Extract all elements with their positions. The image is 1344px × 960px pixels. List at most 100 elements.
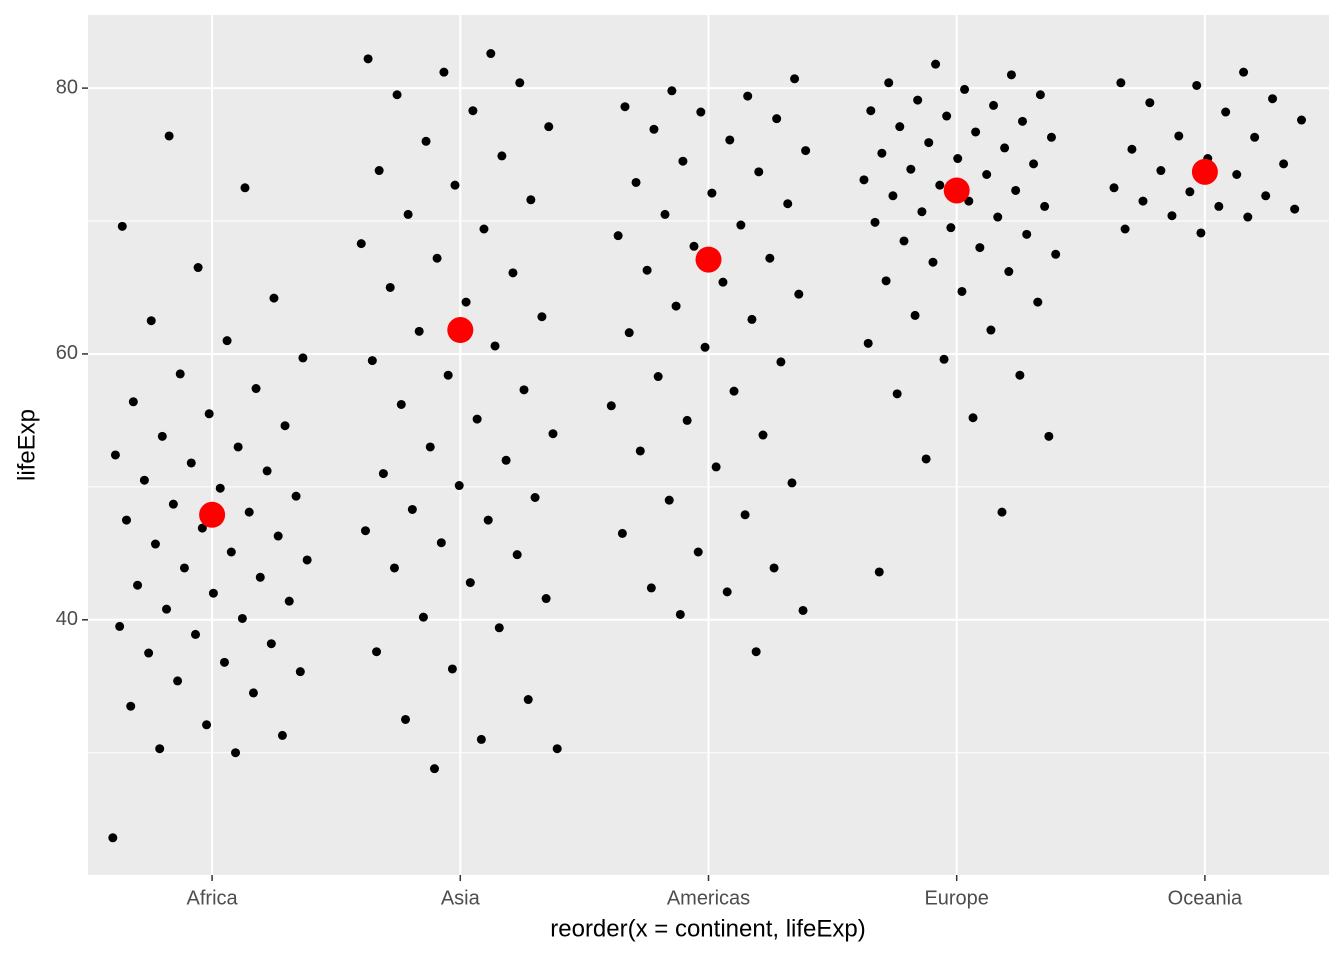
point	[133, 580, 143, 590]
point	[635, 446, 645, 456]
point	[237, 613, 247, 623]
point	[1116, 78, 1126, 88]
point	[479, 224, 489, 234]
point	[244, 507, 254, 517]
point	[1000, 143, 1010, 153]
point	[146, 316, 156, 326]
point	[1167, 211, 1177, 221]
point	[942, 111, 952, 121]
point	[155, 744, 165, 754]
point	[173, 676, 183, 686]
point	[150, 539, 160, 549]
point	[429, 764, 439, 774]
point	[284, 596, 294, 606]
y-axis-title: lifeExp	[13, 409, 40, 481]
point	[273, 531, 283, 541]
point	[208, 588, 218, 598]
point	[222, 336, 232, 346]
point	[115, 621, 125, 631]
point	[266, 639, 276, 649]
point	[414, 326, 424, 336]
point	[175, 369, 185, 379]
point	[798, 605, 808, 615]
point	[110, 450, 120, 460]
point	[483, 515, 493, 525]
point	[240, 183, 250, 193]
point	[946, 223, 956, 233]
mean-point	[447, 317, 474, 344]
point	[197, 523, 207, 533]
point	[378, 469, 388, 479]
x-tick-label: Europe	[924, 887, 989, 909]
point	[1290, 204, 1300, 214]
point	[121, 515, 131, 525]
point	[1006, 70, 1016, 80]
point	[892, 389, 902, 399]
point	[164, 131, 174, 141]
point	[363, 54, 373, 64]
point	[552, 744, 562, 754]
point	[1243, 212, 1253, 222]
point	[389, 563, 399, 573]
point	[231, 748, 241, 758]
point	[1127, 144, 1137, 154]
point	[226, 547, 236, 557]
x-tick-label: Africa	[187, 887, 239, 909]
point	[740, 510, 750, 520]
point	[660, 209, 670, 219]
point	[924, 138, 934, 148]
point	[1297, 115, 1307, 125]
point	[1040, 201, 1050, 211]
point	[501, 455, 511, 465]
point	[953, 154, 963, 164]
point	[508, 268, 518, 278]
point	[667, 86, 677, 96]
point	[425, 442, 435, 452]
point	[436, 538, 446, 548]
point	[776, 357, 786, 367]
point	[910, 310, 920, 320]
point	[931, 59, 941, 69]
point	[1051, 249, 1061, 259]
point	[490, 341, 500, 351]
point	[537, 312, 547, 322]
point	[787, 478, 797, 488]
point	[794, 289, 804, 299]
point	[997, 507, 1007, 517]
point	[617, 528, 627, 538]
point	[1261, 191, 1271, 201]
point	[693, 547, 703, 557]
point	[754, 167, 764, 177]
point	[671, 301, 681, 311]
point	[921, 454, 931, 464]
point	[606, 401, 616, 411]
point	[783, 199, 793, 209]
point	[356, 239, 366, 249]
point	[646, 583, 656, 593]
x-tick-label: Asia	[441, 887, 481, 909]
point	[790, 74, 800, 84]
point	[620, 102, 630, 112]
point	[1156, 166, 1166, 176]
point	[696, 107, 706, 117]
point	[432, 253, 442, 263]
point	[765, 253, 775, 263]
point	[1015, 370, 1025, 380]
point	[1017, 116, 1027, 126]
point	[157, 431, 167, 441]
point	[291, 491, 301, 501]
point	[421, 136, 431, 146]
point	[743, 91, 753, 101]
point	[968, 413, 978, 423]
point	[736, 220, 746, 230]
point	[392, 90, 402, 100]
point	[202, 720, 212, 730]
x-tick-label: Americas	[667, 887, 750, 909]
point	[895, 122, 905, 132]
point	[295, 667, 305, 677]
point	[497, 151, 507, 161]
point	[960, 84, 970, 94]
point	[548, 429, 558, 439]
point	[269, 293, 279, 303]
